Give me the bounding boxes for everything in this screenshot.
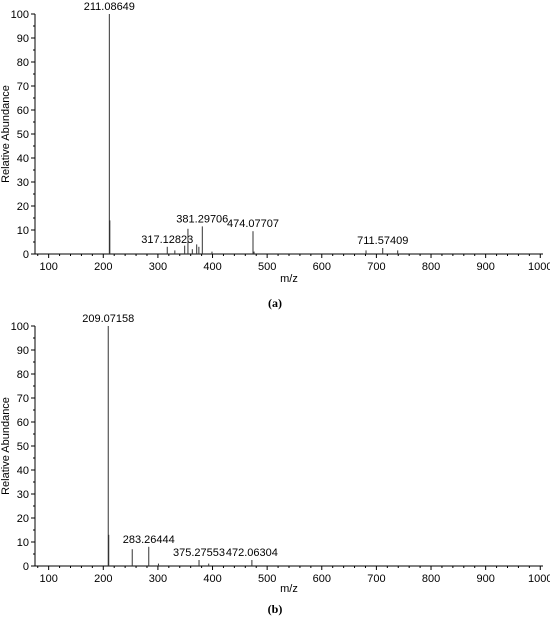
y-tick-label: 30 bbox=[17, 177, 29, 189]
x-tick-label: 500 bbox=[258, 261, 276, 273]
x-tick-label: 400 bbox=[203, 573, 221, 585]
panel-caption: (b) bbox=[268, 602, 283, 616]
y-tick-label: 70 bbox=[17, 393, 29, 405]
peak-label: 375.27553 bbox=[173, 547, 225, 559]
x-tick-label: 800 bbox=[422, 573, 440, 585]
x-tick-label: 600 bbox=[313, 573, 331, 585]
peak-label: 472.06304 bbox=[226, 547, 278, 559]
y-tick-label: 0 bbox=[23, 249, 29, 261]
y-tick-label: 10 bbox=[17, 537, 29, 549]
x-tick-label: 700 bbox=[367, 573, 385, 585]
peak-label: 211.08649 bbox=[84, 1, 135, 13]
x-tick-label: 700 bbox=[367, 261, 385, 273]
y-tick-label: 50 bbox=[17, 441, 29, 453]
y-tick-label: 40 bbox=[17, 153, 29, 165]
spectrum-panel-a: 0 10 20 30 40 50 60 70 80 90 100 100 200 300 400 500 600… bbox=[0, 1, 550, 310]
y-tick-label: 60 bbox=[17, 417, 29, 429]
y-tick-label: 40 bbox=[17, 465, 29, 477]
x-tick-label: 100 bbox=[39, 261, 57, 273]
peak-label: 381.29706 bbox=[176, 213, 228, 225]
x-tick-label: 900 bbox=[476, 573, 494, 585]
y-tick-label: 20 bbox=[17, 513, 29, 525]
x-tick-label: 400 bbox=[203, 261, 221, 273]
x-tick-label: 1000 bbox=[528, 261, 550, 273]
peak-label: 283.26444 bbox=[123, 534, 175, 546]
x-tick-label: 300 bbox=[149, 261, 167, 273]
peak-label: 474.07707 bbox=[227, 218, 279, 230]
panel-caption: (a) bbox=[268, 296, 282, 310]
y-tick-label: 80 bbox=[17, 57, 29, 69]
y-tick-label: 20 bbox=[17, 201, 29, 213]
x-tick-label: 200 bbox=[94, 573, 112, 585]
y-axis-title: Relative Abundance bbox=[0, 397, 12, 495]
peak-label: 711.57409 bbox=[357, 235, 408, 247]
y-tick-label: 60 bbox=[17, 105, 29, 117]
y-tick-label: 90 bbox=[17, 33, 29, 45]
y-tick-label: 100 bbox=[11, 9, 29, 21]
y-tick-label: 90 bbox=[17, 345, 29, 357]
x-tick-label: 1000 bbox=[528, 573, 550, 585]
y-tick-label: 30 bbox=[17, 489, 29, 501]
x-tick-label: 900 bbox=[476, 261, 494, 273]
x-axis-title: m/z bbox=[280, 583, 298, 595]
x-tick-label: 600 bbox=[313, 261, 331, 273]
x-tick-label: 800 bbox=[422, 261, 440, 273]
x-tick-label: 500 bbox=[258, 573, 276, 585]
peak-label: 317.12823 bbox=[141, 234, 193, 246]
spectrum-panel-b: 0 10 20 30 40 50 60 70 80 90 100 100 200 300 400 500 600… bbox=[0, 313, 550, 616]
x-tick-label: 300 bbox=[149, 573, 167, 585]
y-tick-label: 0 bbox=[23, 561, 29, 573]
x-tick-label: 100 bbox=[39, 573, 57, 585]
y-tick-label: 70 bbox=[17, 81, 29, 93]
y-axis-title: Relative Abundance bbox=[0, 85, 12, 183]
x-axis-title: m/z bbox=[280, 273, 298, 285]
y-tick-label: 100 bbox=[11, 321, 29, 333]
y-tick-label: 50 bbox=[17, 129, 29, 141]
y-tick-label: 10 bbox=[17, 225, 29, 237]
y-tick-label: 80 bbox=[17, 369, 29, 381]
peak-label: 209.07158 bbox=[82, 313, 134, 325]
x-tick-label: 200 bbox=[94, 261, 112, 273]
